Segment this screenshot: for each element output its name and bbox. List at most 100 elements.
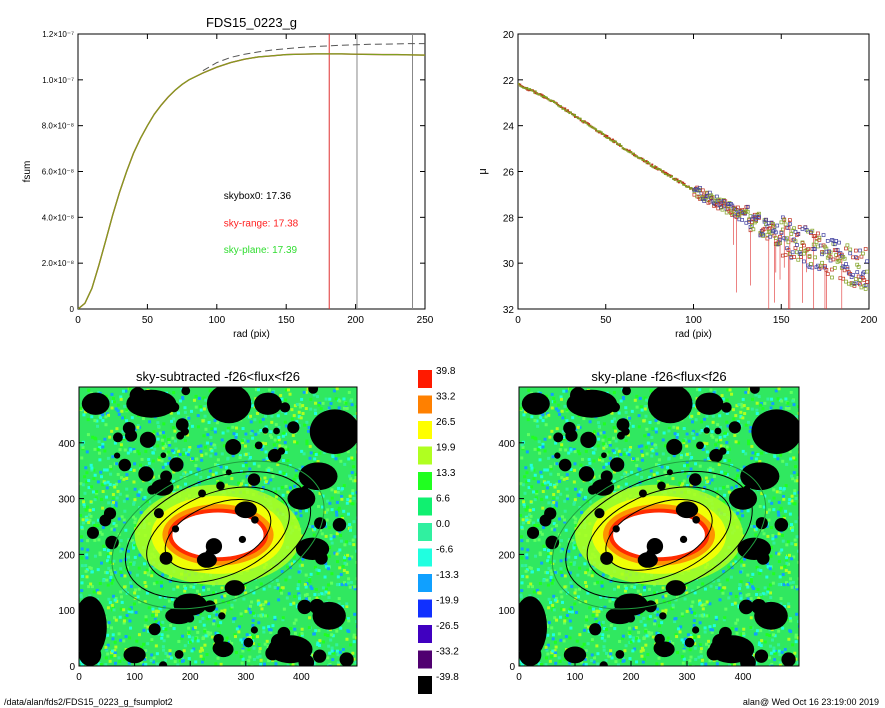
- colorbar-swatch: [418, 676, 432, 694]
- skyplane-noise-pixel: [645, 634, 649, 638]
- skyplane-noise-pixel: [560, 573, 564, 577]
- skyplane-noise-pixel: [607, 438, 611, 442]
- skyplane-noise-pixel: [620, 636, 624, 640]
- mu-point: [561, 106, 564, 109]
- skyplane-noise-pixel: [568, 571, 572, 575]
- skysub-noise-pixel: [233, 633, 237, 637]
- skysub-noise-pixel: [290, 485, 294, 489]
- skyplane-noise-pixel: [558, 412, 562, 416]
- skyplane-noise-pixel: [655, 471, 659, 475]
- skyplane-noise-pixel: [647, 587, 651, 591]
- skysub-noise-pixel: [277, 425, 281, 429]
- skysub-noise-pixel: [123, 585, 127, 589]
- skysub-mask-dot: [113, 452, 121, 459]
- mu-point: [600, 131, 603, 134]
- skyplane-noise-pixel: [596, 444, 600, 448]
- skysub-noise-pixel: [93, 419, 97, 423]
- skysub-noise-pixel: [219, 621, 223, 625]
- skyplane-noise-pixel: [641, 453, 645, 457]
- skysub-noise-pixel: [81, 574, 85, 578]
- colorbar-swatch: [418, 548, 432, 567]
- skyplane-noise-pixel: [734, 477, 738, 481]
- skysub-noise-pixel: [346, 617, 350, 621]
- skysub-noise-pixel: [187, 657, 191, 661]
- skysub-noise-pixel: [96, 568, 100, 572]
- skyplane-noise-pixel: [705, 425, 709, 429]
- skysub-noise-pixel: [92, 468, 96, 472]
- skyplane-noise-pixel: [643, 588, 647, 592]
- skysub-noise-pixel: [233, 598, 237, 602]
- skyplane-noise-pixel: [787, 570, 791, 574]
- skysub-noise-pixel: [346, 512, 350, 516]
- skyplane-noise-pixel: [694, 614, 698, 618]
- skyplane-noise-pixel: [654, 591, 658, 595]
- mu-point: [559, 105, 562, 108]
- skyplane-noise-pixel: [722, 618, 726, 622]
- skysub-noise-pixel: [186, 453, 190, 457]
- skysub-noise-pixel: [89, 463, 93, 467]
- skysub-noise-pixel: [128, 607, 132, 611]
- skysub-noise-pixel: [214, 609, 218, 613]
- skyplane-noise-pixel: [550, 626, 554, 630]
- skysub-noise-pixel: [158, 606, 162, 610]
- skyplane-noise-pixel: [797, 491, 799, 495]
- skysub-aperture-ellipse: [124, 471, 312, 599]
- skyplane-noise-pixel: [593, 582, 597, 586]
- skysub-noise-pixel: [203, 405, 207, 409]
- skyplane-noise-pixel: [678, 630, 682, 634]
- skysub-noise-pixel: [176, 485, 180, 489]
- skysub-noise-pixel: [300, 485, 304, 489]
- skysub-noise-pixel: [331, 658, 335, 662]
- skyplane-noise-pixel: [671, 641, 675, 645]
- skysub-noise-pixel: [317, 504, 321, 508]
- skysub-noise-pixel: [80, 564, 84, 568]
- skyplane-noise-pixel: [682, 649, 686, 653]
- skysub-noise-pixel: [355, 577, 357, 581]
- skysub-noise-pixel: [237, 630, 241, 634]
- skysub-noise-pixel: [85, 553, 89, 557]
- skysub-noise-pixel: [101, 526, 105, 530]
- skysub-noise-pixel: [270, 435, 274, 439]
- skysub-noise-pixel: [237, 481, 241, 485]
- skyplane-noise-pixel: [632, 585, 636, 589]
- mu-point: [597, 131, 600, 134]
- skysub-mask-blob: [151, 479, 174, 496]
- mu-point: [611, 140, 614, 143]
- mu-point: [648, 162, 651, 165]
- skysub-noise-pixel: [283, 441, 287, 445]
- skysub-noise-pixel: [128, 619, 132, 623]
- skysub-noise-pixel: [123, 404, 127, 408]
- skyplane-noise-pixel: [688, 636, 692, 640]
- skyplane-noise-pixel: [533, 538, 537, 542]
- mu-point: [675, 177, 678, 180]
- skyplane-noise-pixel: [699, 650, 703, 654]
- skysub-noise-pixel: [276, 586, 280, 590]
- skysub-noise-pixel: [303, 583, 307, 587]
- skysub-noise-pixel: [195, 589, 199, 593]
- skysub-noise-pixel: [293, 594, 297, 598]
- skyplane-noise-pixel: [703, 603, 707, 607]
- mu-point: [830, 275, 834, 280]
- skysub-noise-pixel: [329, 534, 333, 538]
- skyplane-noise-pixel: [564, 528, 568, 532]
- skysub-noise-pixel: [142, 642, 146, 646]
- skysub-mask-dot: [148, 623, 161, 636]
- skysub-noise-pixel: [187, 448, 191, 452]
- skysub-noise-pixel: [298, 580, 302, 584]
- skysub-noise-pixel: [176, 663, 180, 666]
- skysub-noise-pixel: [252, 657, 256, 661]
- skyplane-noise-pixel: [732, 417, 736, 421]
- skyplane-noise-pixel: [621, 634, 625, 638]
- skyplane-noise-pixel: [690, 636, 694, 640]
- skyplane-noise-pixel: [680, 638, 684, 642]
- skysub-noise-pixel: [160, 438, 164, 442]
- skysub-noise-pixel: [234, 435, 238, 439]
- skyplane-noise-pixel: [688, 607, 692, 611]
- skysub-noise-pixel: [112, 397, 116, 401]
- mu-point: [768, 234, 773, 239]
- skysub-noise-pixel: [164, 444, 168, 448]
- skysub-noise-pixel: [213, 427, 217, 431]
- skysub-noise-pixel: [197, 445, 201, 449]
- mu-point: [792, 255, 796, 259]
- skysub-noise-pixel: [108, 483, 112, 487]
